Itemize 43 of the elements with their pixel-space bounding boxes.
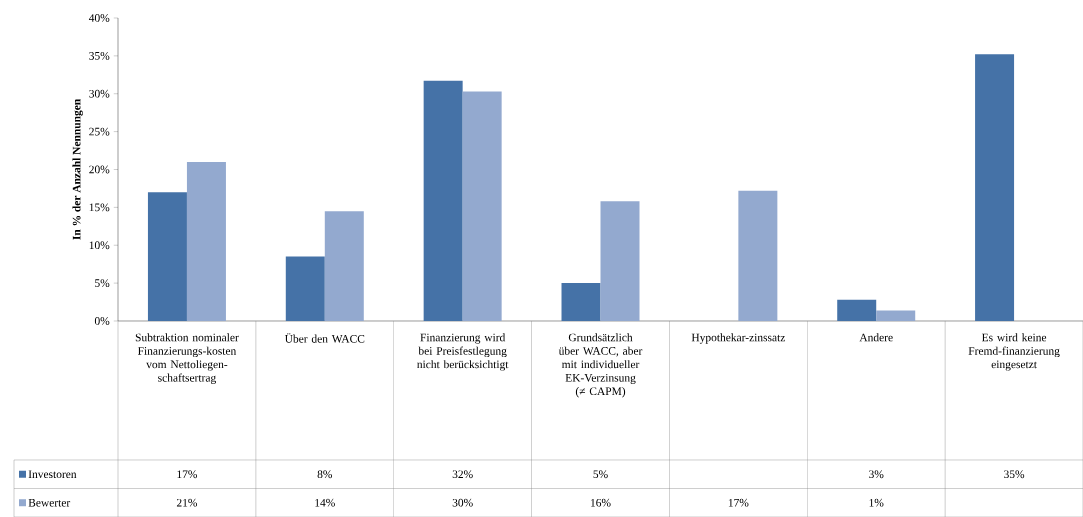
y-tick-label: 5%: [95, 279, 110, 287]
y-axis-title: In % der Anzahl Nennungen: [72, 99, 83, 240]
bar: [285, 256, 325, 321]
data-label: 1%: [869, 498, 884, 507]
x-tick-label: Es wird keine Fremd-finanzierung eingesetzt: [968, 333, 1060, 371]
data-label: 16%: [591, 498, 611, 507]
bar: [423, 80, 463, 321]
x-tick-label: Subtraktion nominaler Finanzierungs-kosten vom Nettoliegen-schaftsertrag: [135, 333, 239, 385]
y-tick-label: 30%: [89, 89, 110, 98]
data-label: 30%: [452, 498, 473, 507]
y-tick-label: 10%: [89, 241, 110, 250]
data-label: 35%: [1004, 470, 1025, 479]
y-tick-label: 25%: [89, 127, 110, 136]
data-label: 17%: [728, 498, 749, 507]
data-label: 8%: [317, 470, 333, 479]
bar: [147, 192, 187, 321]
bar: [186, 161, 226, 321]
bar: [975, 54, 1015, 321]
bar: [324, 211, 364, 321]
y-tick-label: 0%: [94, 317, 110, 325]
y-tick-label: 15%: [89, 203, 110, 212]
x-tick-label: Finanzierung wird bei Preisfestlegung nicht berücksichtigt: [417, 333, 509, 371]
x-tick-label: Über den WACC: [284, 333, 365, 343]
bar: [837, 299, 877, 321]
y-tick-label: 20%: [89, 165, 110, 174]
data-label: 14%: [315, 498, 335, 507]
bar: [561, 283, 601, 321]
legend-label: Investoren: [28, 470, 77, 479]
y-tick-label: 35%: [89, 51, 110, 60]
data-label: 5%: [593, 470, 608, 479]
x-tick-label: Andere: [859, 333, 893, 342]
data-label: 21%: [176, 498, 198, 507]
x-tick-label: Hypothekar-zinssatz: [691, 333, 786, 344]
bar: [462, 91, 502, 321]
data-label: 17%: [177, 470, 198, 479]
x-tick-label: Grundsätzlich über WACC, aber mit individueller EK-Verzinsung (≠ CAPM): [558, 333, 643, 398]
y-tick-label: 40%: [88, 14, 110, 22]
data-label: 3%: [869, 470, 884, 479]
bar: [738, 190, 778, 321]
legend-label: Bewerter: [28, 498, 71, 507]
data-label: 32%: [452, 470, 473, 479]
bar: [600, 201, 640, 321]
bar: [876, 310, 916, 321]
